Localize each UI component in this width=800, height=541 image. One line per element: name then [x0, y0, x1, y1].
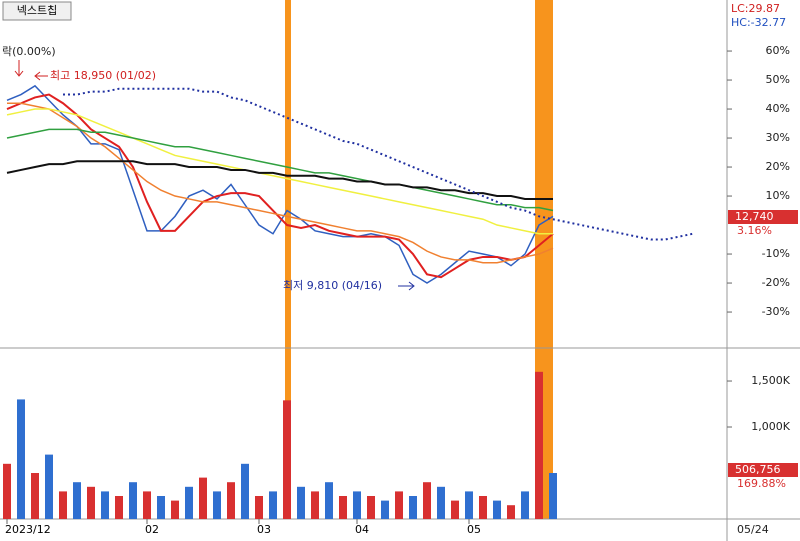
- volume-bar: [87, 486, 95, 519]
- volume-bar: [115, 496, 123, 519]
- y-tick-label: -30%: [762, 305, 790, 318]
- highlight-band: [285, 0, 291, 519]
- arrow: [14, 60, 24, 77]
- series-line: [6, 128, 554, 212]
- volume-bar: [45, 454, 53, 519]
- volume-bar: [437, 486, 445, 519]
- volume-bar: [171, 500, 179, 519]
- y-tick-label: -20%: [762, 276, 790, 289]
- arrow: [34, 71, 48, 81]
- volume-bar: [367, 496, 375, 519]
- annotation: 최고 18,950 (01/02): [50, 69, 156, 82]
- volume-bar: [409, 496, 417, 519]
- x-tick-label: 2023/12: [5, 523, 51, 536]
- volume-bar: [31, 473, 39, 519]
- annotation: 락(0.00%): [2, 45, 56, 58]
- y-tick-label: 1,500K: [751, 374, 790, 387]
- title-box[interactable]: [2, 1, 72, 21]
- annotation: 최저 9,810 (04/16): [283, 279, 382, 292]
- volume-bar: [297, 486, 305, 519]
- title: 넥스트칩: [17, 4, 57, 17]
- volume-label: 506,756: [735, 463, 781, 476]
- volume-bar: [479, 496, 487, 519]
- volume-bar: [465, 491, 473, 519]
- volume-bar: [143, 491, 151, 519]
- volume-bar: [451, 500, 459, 519]
- ratio-label: 169.88%: [737, 477, 786, 490]
- arrow: [398, 281, 415, 291]
- y-tick-label: 10%: [766, 189, 790, 202]
- y-tick-label: 40%: [766, 102, 790, 115]
- change-label: 3.16%: [737, 224, 772, 237]
- volume-tag: [728, 463, 798, 477]
- y-tick-label: 60%: [766, 44, 790, 57]
- volume-bar: [311, 491, 319, 519]
- x-tick-label: 03: [257, 523, 271, 536]
- volume-bar: [339, 496, 347, 519]
- volume-bar: [241, 463, 249, 519]
- volume-bar: [129, 482, 137, 519]
- price-tag: [728, 210, 798, 224]
- volume-bar: [507, 505, 515, 519]
- volume-bar: [549, 473, 557, 519]
- volume-bar: [199, 477, 207, 519]
- volume-bar: [395, 491, 403, 519]
- volume-bar: [101, 491, 109, 519]
- volume-bar: [157, 496, 165, 519]
- volume-bar: [381, 500, 389, 519]
- y-tick-label: -10%: [762, 247, 790, 260]
- volume-bar: [227, 482, 235, 519]
- series-line: [6, 93, 554, 279]
- volume-bar: [535, 371, 543, 519]
- series-line: [6, 108, 553, 235]
- series-line: [6, 160, 553, 200]
- y-tick-label: 20%: [766, 160, 790, 173]
- volume-bar: [521, 491, 529, 519]
- x-tick-label: 05: [467, 523, 481, 536]
- hc-label: HC:-32.77: [731, 16, 786, 29]
- volume-bar: [325, 482, 333, 519]
- volume-bar: [269, 491, 277, 519]
- lc-label: LC:29.87: [731, 2, 780, 15]
- series-line: [6, 84, 554, 284]
- volume-bar: [185, 486, 193, 519]
- x-end-label: 05/24: [737, 523, 769, 536]
- x-tick-label: 02: [145, 523, 159, 536]
- y-tick-label: 50%: [766, 73, 790, 86]
- volume-bar: [353, 491, 361, 519]
- volume-bar: [59, 491, 67, 519]
- x-tick-label: 04: [355, 523, 369, 536]
- y-tick-label: 1,000K: [751, 420, 790, 433]
- volume-bar: [493, 500, 501, 519]
- volume-bar: [17, 399, 25, 519]
- volume-bar: [423, 482, 431, 519]
- volume-bar: [255, 496, 263, 519]
- price-label: 12,740: [735, 210, 774, 223]
- volume-bar: [3, 463, 11, 519]
- y-tick-label: 30%: [766, 131, 790, 144]
- series-line: [63, 87, 694, 241]
- volume-bar: [283, 400, 291, 519]
- volume-bar: [73, 482, 81, 519]
- volume-bar: [213, 491, 221, 519]
- series-line: [7, 102, 554, 264]
